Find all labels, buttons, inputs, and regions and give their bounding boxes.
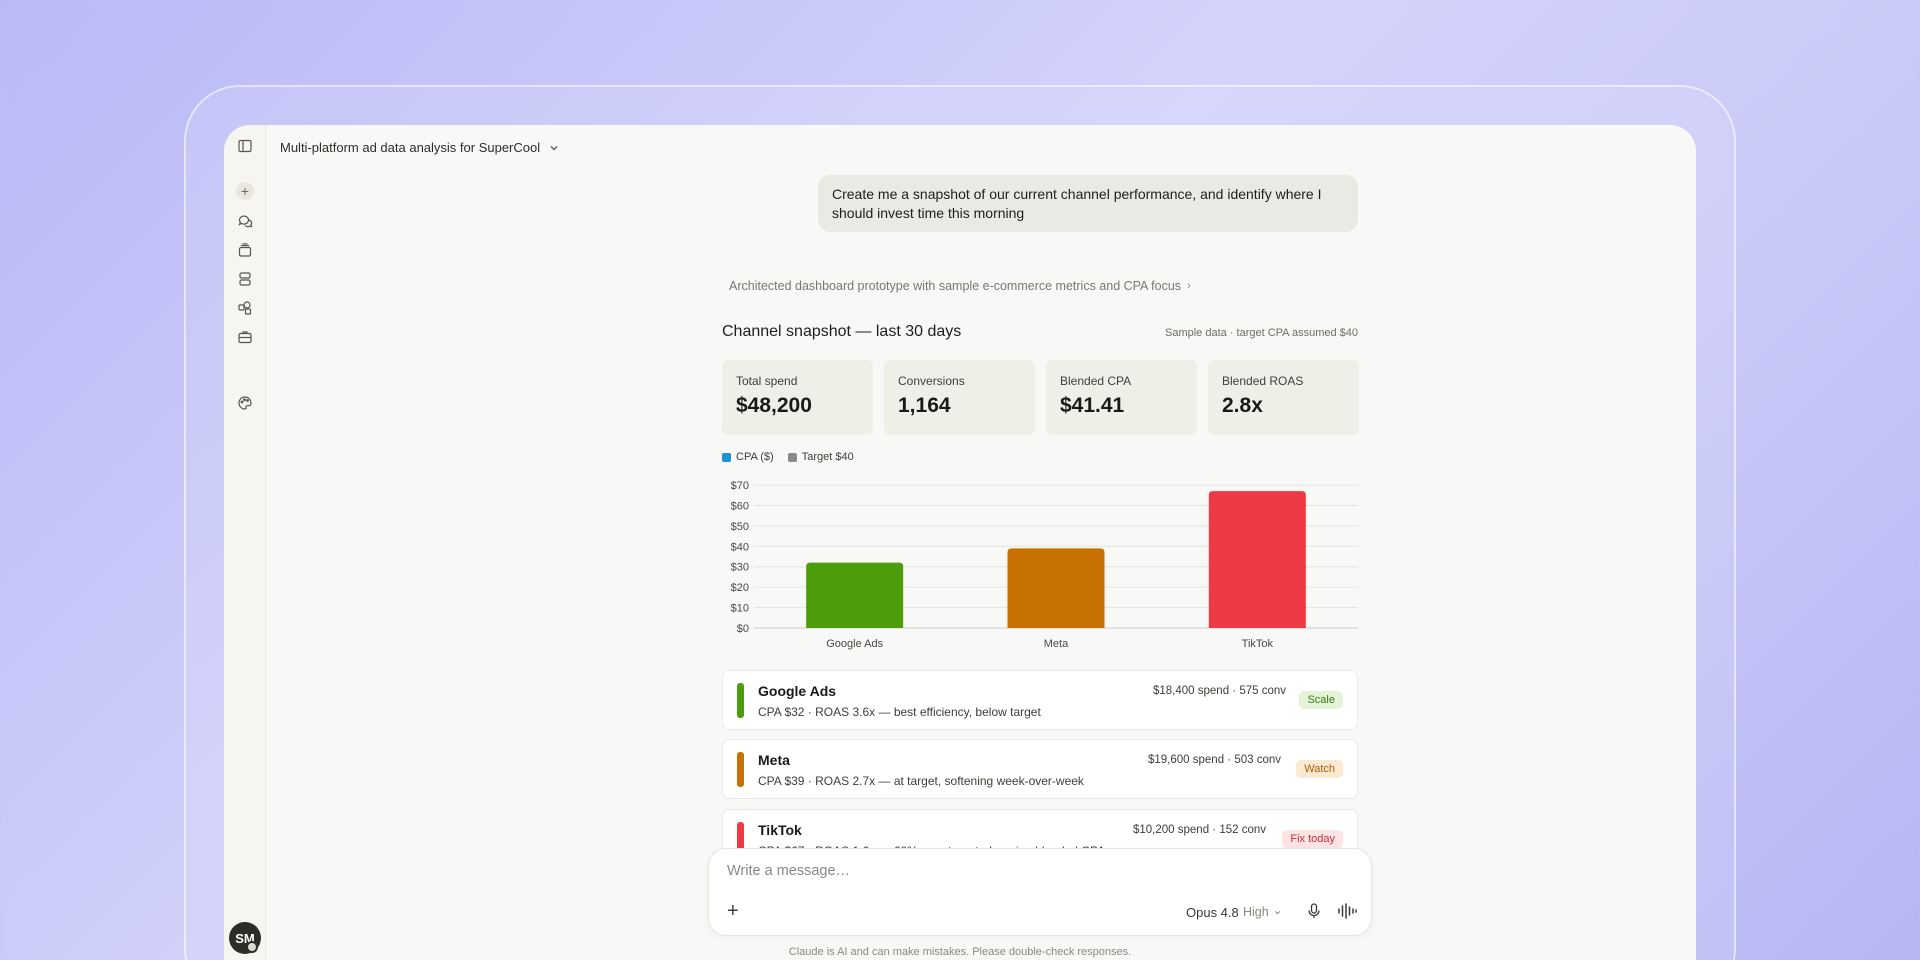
channel-summary: $18,400 spend · 575 conv bbox=[1153, 685, 1286, 697]
sidebar: + SM bbox=[224, 125, 266, 960]
y-tick-label: $30 bbox=[731, 562, 749, 574]
thinking-summary[interactable]: Architected dashboard prototype with sam… bbox=[729, 279, 1191, 293]
avatar-status-icon bbox=[246, 941, 258, 953]
microphone-icon[interactable] bbox=[1305, 902, 1323, 920]
kpi-card: Blended ROAS 2.8x bbox=[1208, 360, 1359, 435]
chart-bar bbox=[806, 562, 904, 628]
add-attachment-icon[interactable]: + bbox=[727, 900, 739, 922]
chevron-down-icon bbox=[1274, 910, 1280, 914]
chart-bar bbox=[1007, 548, 1105, 628]
effort-label: High bbox=[1243, 905, 1269, 919]
legend-label: Target $40 bbox=[801, 451, 854, 463]
kpi-label: Conversions bbox=[898, 374, 965, 388]
kpi-label: Blended CPA bbox=[1060, 374, 1132, 388]
sidebar-toggle-icon[interactable] bbox=[236, 137, 254, 155]
message-input[interactable] bbox=[727, 863, 1327, 879]
conversation-title[interactable]: Multi-platform ad data analysis for Supe… bbox=[280, 140, 560, 155]
legend-label: CPA ($) bbox=[736, 451, 774, 463]
y-tick-label: $40 bbox=[731, 541, 749, 553]
kpi-card: Blended CPA $41.41 bbox=[1046, 360, 1197, 435]
effort-selector[interactable]: High bbox=[1243, 905, 1282, 919]
briefcase-icon[interactable] bbox=[236, 328, 254, 346]
y-tick-label: $50 bbox=[731, 521, 749, 533]
snapshot-title: Channel snapshot — last 30 days bbox=[722, 323, 962, 340]
chart-bar bbox=[1208, 491, 1306, 628]
channel-summary: $19,600 spend · 503 conv bbox=[1148, 754, 1281, 766]
status-badge: Watch bbox=[1296, 760, 1343, 778]
app-window: + SM Multi-platform ad data analysis for… bbox=[224, 125, 1696, 960]
y-tick-label: $20 bbox=[731, 582, 749, 594]
x-tick-label: Google Ads bbox=[826, 638, 883, 650]
channel-summary: $10,200 spend · 152 conv bbox=[1133, 824, 1266, 836]
x-tick-label: Meta bbox=[1044, 638, 1069, 650]
channel-color-bar bbox=[737, 822, 744, 857]
channel-color-bar bbox=[737, 752, 744, 787]
y-tick-label: $70 bbox=[731, 480, 749, 492]
channel-name: Meta bbox=[758, 752, 790, 768]
y-tick-label: $10 bbox=[731, 603, 749, 615]
chevron-down-icon bbox=[550, 145, 558, 150]
user-message: Create me a snapshot of our current chan… bbox=[818, 175, 1358, 232]
kpi-card: Total spend $48,200 bbox=[722, 360, 873, 435]
projects-icon[interactable] bbox=[236, 241, 254, 259]
thinking-summary-text: Architected dashboard prototype with sam… bbox=[729, 279, 1182, 293]
disclaimer: Claude is AI and can make mistakes. Plea… bbox=[788, 946, 1132, 958]
snapshot-note: Sample data · target CPA assumed $40 bbox=[1164, 327, 1358, 339]
message-composer: + Opus 4.8 High bbox=[708, 848, 1372, 936]
y-tick-label: $0 bbox=[737, 623, 749, 635]
chevron-right-icon: › bbox=[1187, 280, 1191, 292]
new-chat-icon[interactable]: + bbox=[236, 182, 254, 200]
code-icon[interactable] bbox=[236, 299, 254, 317]
y-tick-label: $60 bbox=[731, 500, 749, 512]
conversation-title-text: Multi-platform ad data analysis for Supe… bbox=[280, 140, 541, 155]
chats-icon[interactable] bbox=[236, 212, 254, 230]
channel-detail: CPA $32 · ROAS 3.6x — best efficiency, b… bbox=[758, 705, 1041, 719]
kpi-value: $41.41 bbox=[1060, 394, 1125, 417]
cpa-bar-chart: $0 $10 $20 $30 $40 $50 $60 $70 Google Ads Meta Tik… bbox=[731, 480, 1358, 650]
legend-swatch bbox=[722, 452, 731, 462]
chart-legend: CPA ($) Target $40 bbox=[722, 451, 854, 463]
model-selector[interactable]: Opus 4.8 bbox=[1186, 905, 1239, 920]
channel-name: TikTok bbox=[758, 822, 802, 838]
channel-name: Google Ads bbox=[758, 683, 837, 699]
palette-icon[interactable] bbox=[236, 394, 254, 412]
legend-swatch bbox=[787, 452, 797, 462]
channel-detail: CPA $39 · ROAS 2.7x — at target, softeni… bbox=[758, 774, 1084, 788]
legend-item: CPA ($) bbox=[722, 451, 774, 463]
kpi-label: Blended ROAS bbox=[1222, 374, 1304, 388]
kpi-value: $48,200 bbox=[736, 394, 812, 417]
status-badge: Scale bbox=[1299, 691, 1343, 709]
channel-color-bar bbox=[737, 683, 744, 718]
kpi-value: 2.8x bbox=[1222, 394, 1263, 417]
kpi-value: 1,164 bbox=[898, 394, 951, 417]
channel-card: Google Ads CPA $32 · ROAS 3.6x — best ef… bbox=[722, 670, 1358, 730]
artifacts-icon[interactable] bbox=[236, 270, 254, 288]
status-badge: Fix today bbox=[1282, 830, 1343, 848]
voice-mode-icon[interactable] bbox=[1337, 902, 1357, 920]
channel-card: Meta CPA $39 · ROAS 2.7x — at target, so… bbox=[722, 739, 1358, 799]
kpi-card: Conversions 1,164 bbox=[884, 360, 1035, 435]
x-tick-label: TikTok bbox=[1242, 638, 1274, 650]
legend-item: Target $40 bbox=[787, 451, 854, 463]
kpi-label: Total spend bbox=[736, 374, 798, 388]
